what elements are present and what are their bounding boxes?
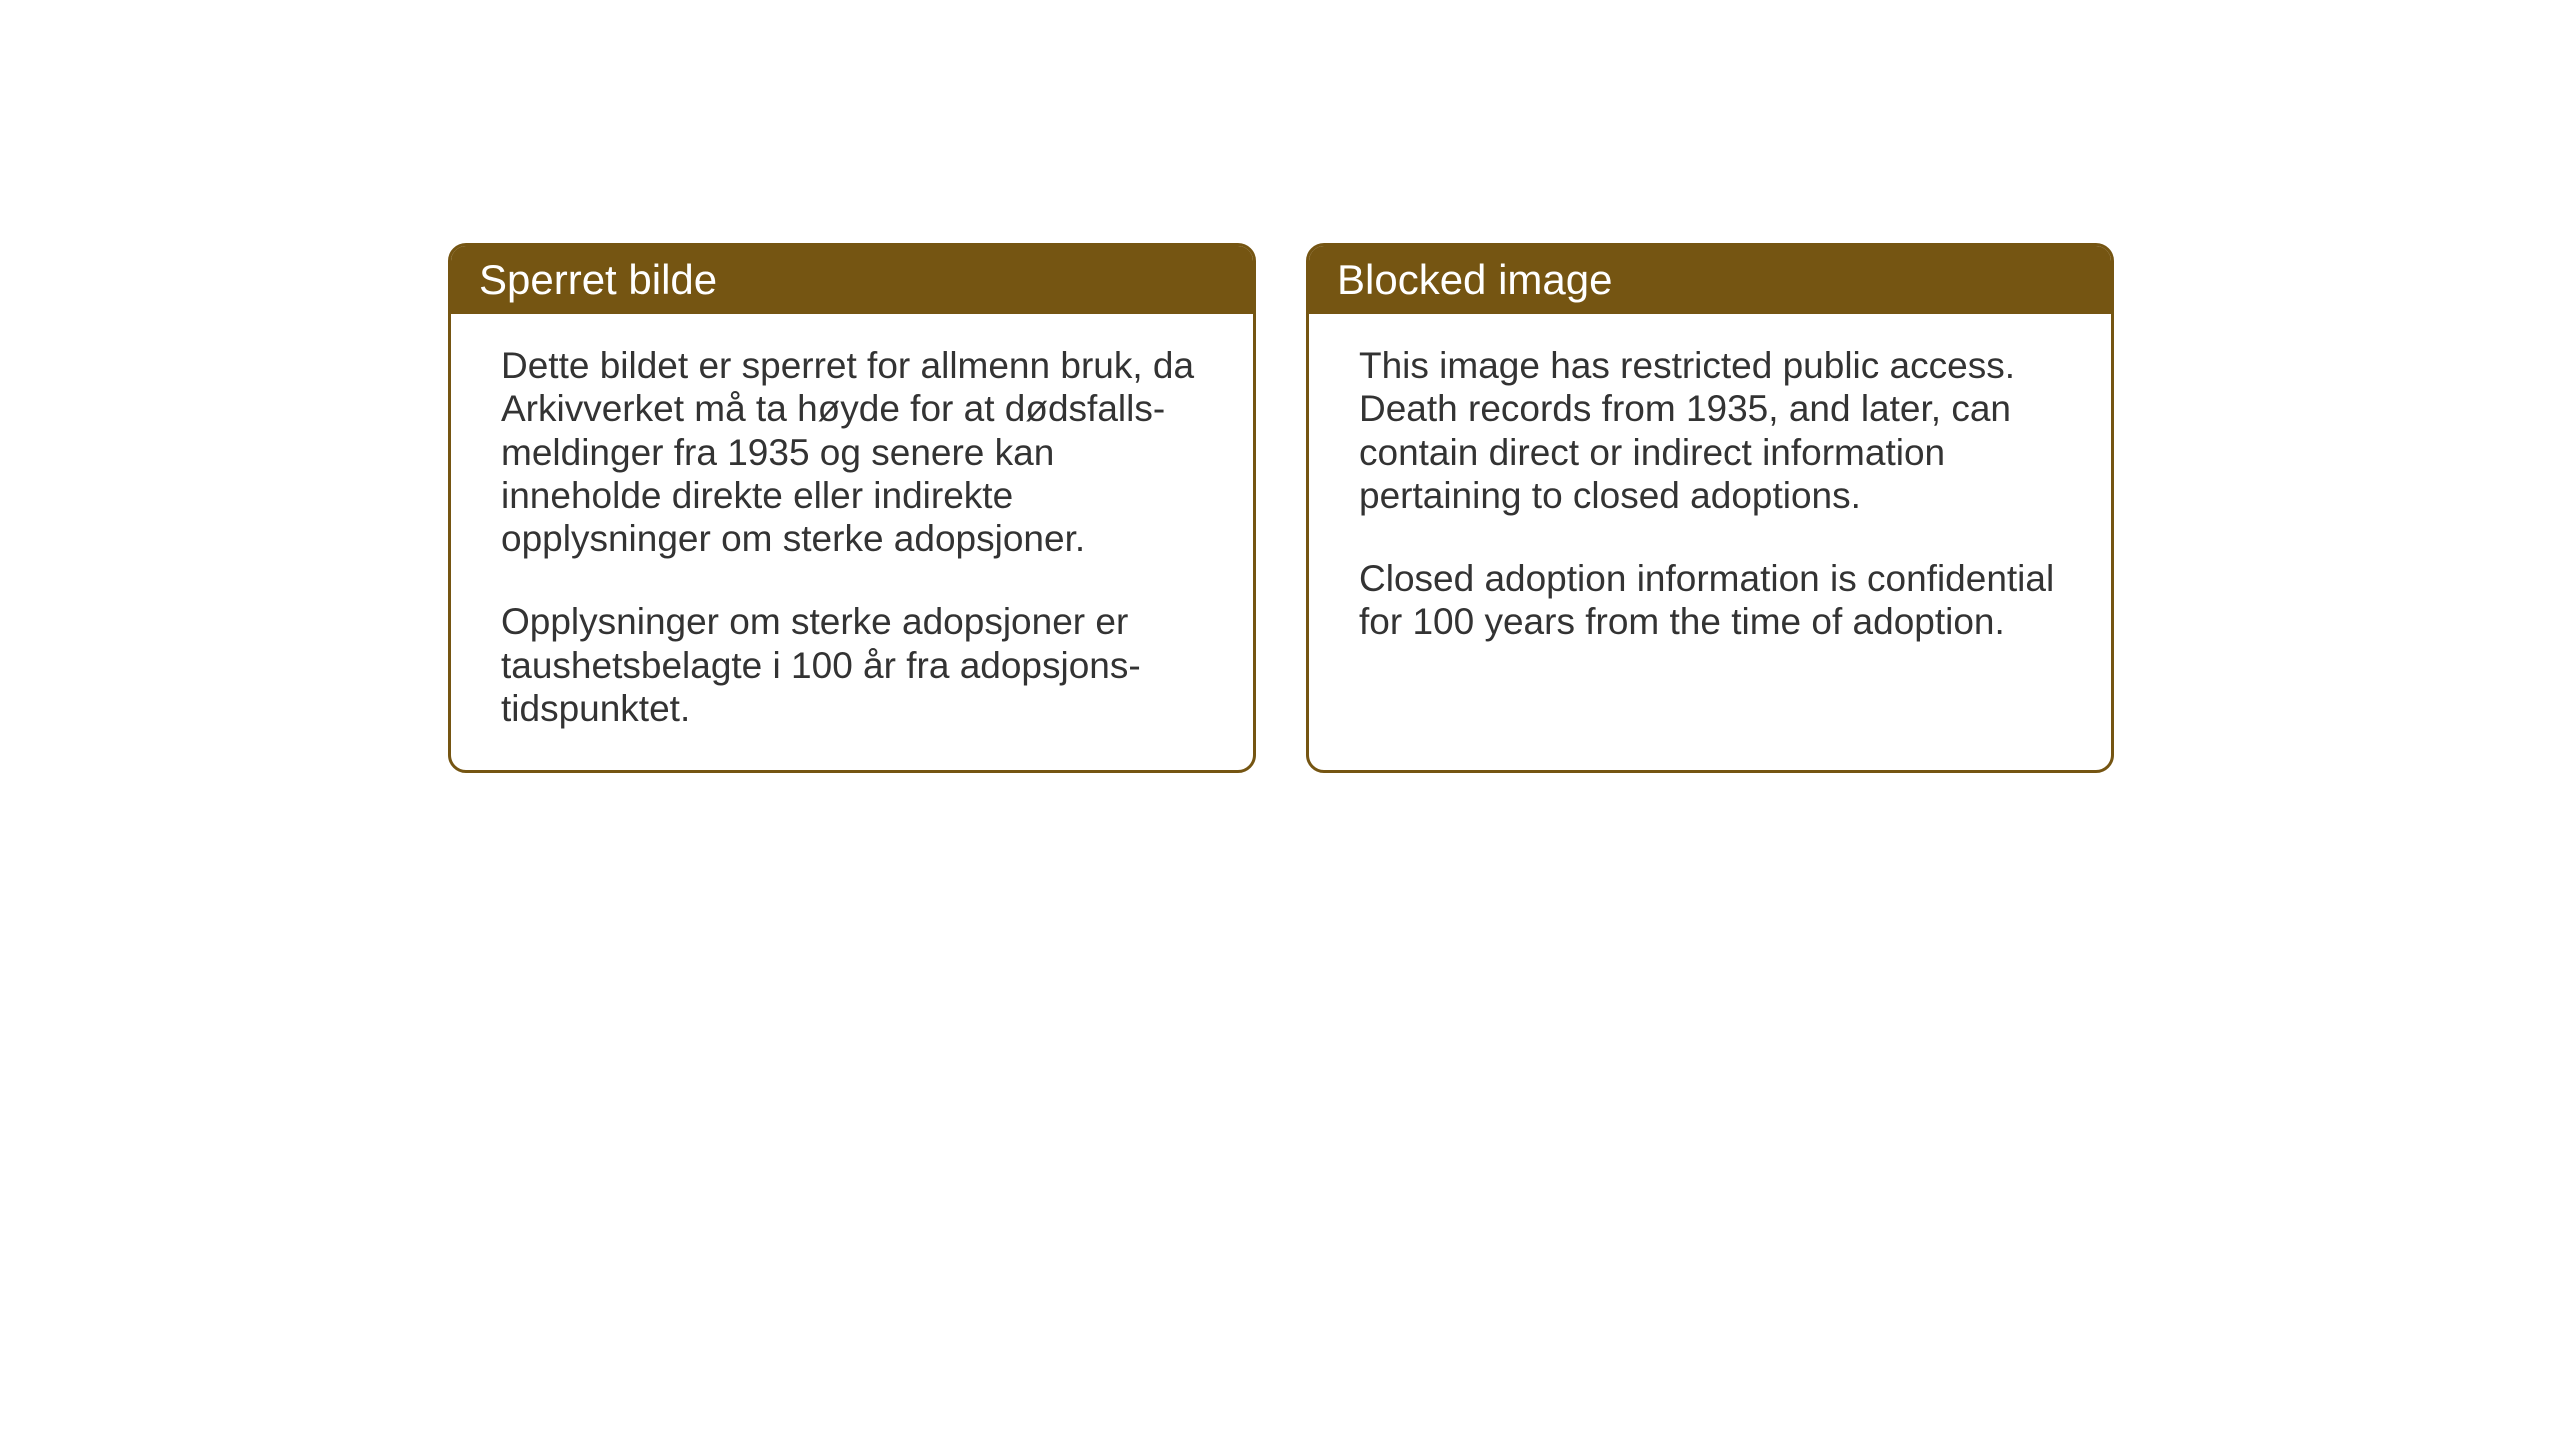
card-para1-norwegian: Dette bildet er sperret for allmenn bruk… [501,344,1208,560]
card-header-english: Blocked image [1309,246,2111,314]
card-english: Blocked image This image has restricted … [1306,243,2114,773]
cards-container: Sperret bilde Dette bildet er sperret fo… [448,243,2114,773]
card-header-norwegian: Sperret bilde [451,246,1253,314]
card-body-norwegian: Dette bildet er sperret for allmenn bruk… [451,314,1253,770]
card-body-english: This image has restricted public access.… [1309,314,2111,684]
card-norwegian: Sperret bilde Dette bildet er sperret fo… [448,243,1256,773]
card-title-english: Blocked image [1337,256,1612,303]
card-title-norwegian: Sperret bilde [479,256,717,303]
card-para1-english: This image has restricted public access.… [1359,344,2066,517]
card-para2-norwegian: Opplysninger om sterke adopsjoner er tau… [501,600,1208,730]
card-para2-english: Closed adoption information is confident… [1359,557,2066,644]
